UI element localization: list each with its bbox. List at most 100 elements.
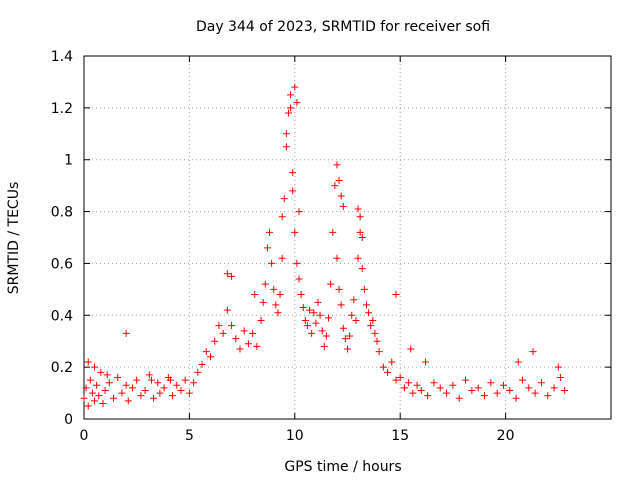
- data-point: [318, 327, 326, 335]
- data-point: [462, 376, 470, 384]
- data-point: [160, 384, 168, 392]
- data-point: [312, 319, 320, 327]
- data-point: [84, 402, 92, 410]
- data-point: [352, 316, 360, 324]
- data-point: [550, 384, 558, 392]
- data-point: [266, 228, 274, 236]
- data-point: [293, 99, 301, 107]
- data-point: [145, 371, 153, 379]
- data-point: [337, 192, 345, 200]
- data-point: [529, 348, 537, 356]
- data-point: [169, 392, 177, 400]
- data-point: [379, 363, 387, 371]
- data-point: [409, 389, 417, 397]
- data-point: [251, 291, 259, 299]
- data-point: [371, 329, 379, 337]
- data-point: [329, 228, 337, 236]
- data-point: [331, 182, 339, 190]
- data-point: [124, 397, 132, 405]
- data-point: [421, 358, 429, 366]
- y-tick-label: 1.2: [51, 101, 73, 117]
- data-point: [333, 254, 341, 262]
- data-point: [263, 244, 271, 252]
- data-point: [198, 361, 206, 369]
- data-point: [293, 259, 301, 267]
- data-point: [91, 363, 99, 371]
- data-point: [339, 324, 347, 332]
- data-point: [133, 376, 141, 384]
- data-point: [287, 104, 295, 112]
- data-point: [303, 322, 311, 330]
- data-point: [190, 379, 198, 387]
- data-point: [80, 394, 88, 402]
- data-point: [443, 389, 451, 397]
- data-point: [240, 327, 248, 335]
- data-point: [284, 109, 292, 117]
- data-point: [474, 384, 482, 392]
- grid-lines: [84, 56, 611, 419]
- data-point: [122, 381, 130, 389]
- data-point: [88, 389, 96, 397]
- data-point: [118, 389, 126, 397]
- data-point: [289, 169, 297, 177]
- data-point: [436, 384, 444, 392]
- data-point: [215, 322, 223, 330]
- data-point: [333, 161, 341, 169]
- data-point: [268, 259, 276, 267]
- data-point: [103, 371, 111, 379]
- data-point: [362, 301, 370, 309]
- data-point: [316, 311, 324, 319]
- data-point: [449, 381, 457, 389]
- x-tick-label: 5: [185, 428, 194, 444]
- data-point: [280, 195, 288, 203]
- data-point: [493, 389, 501, 397]
- x-tick-label: 20: [497, 428, 515, 444]
- data-point: [367, 322, 375, 330]
- data-point: [358, 234, 366, 241]
- data-point: [253, 342, 261, 350]
- data-point: [350, 296, 358, 304]
- data-point: [244, 340, 252, 348]
- data-point: [314, 298, 322, 306]
- data-point: [561, 386, 569, 394]
- data-point: [335, 285, 343, 293]
- data-point: [407, 345, 415, 353]
- data-point: [417, 386, 425, 394]
- data-point: [249, 329, 257, 337]
- x-tick-label: 15: [391, 428, 409, 444]
- data-point: [223, 270, 231, 278]
- data-point: [278, 254, 286, 262]
- data-point: [544, 392, 552, 400]
- data-point: [365, 309, 373, 317]
- data-point: [223, 306, 231, 314]
- data-point: [297, 291, 305, 299]
- y-axis-label: SRMTID / TECUs: [6, 182, 22, 295]
- data-point: [261, 280, 269, 288]
- data-point: [339, 202, 347, 210]
- data-point: [556, 374, 564, 382]
- data-point: [84, 358, 92, 366]
- y-tick-label: 0.4: [51, 308, 73, 324]
- plot-frame: [83, 55, 612, 420]
- axis-ticks: 0 5 10 15 20 0 0.2 0.4 0.6 0.8 1 1.2 1.4: [51, 49, 611, 444]
- data-point: [306, 306, 314, 314]
- data-point: [518, 376, 526, 384]
- data-point: [101, 386, 109, 394]
- y-tick-label: 1.4: [51, 49, 73, 65]
- data-point: [93, 381, 101, 389]
- data-point: [276, 291, 284, 299]
- data-point: [430, 379, 438, 387]
- data-point: [400, 384, 408, 392]
- data-point: [236, 345, 244, 353]
- data-point: [369, 316, 377, 324]
- chart-title: Day 344 of 2023, SRMTID for receiver sof…: [196, 19, 490, 35]
- data-point: [291, 228, 299, 236]
- data-point: [354, 254, 362, 262]
- data-point: [308, 329, 316, 337]
- data-point: [128, 384, 136, 392]
- data-point: [270, 285, 278, 293]
- data-point: [512, 394, 520, 402]
- data-point: [325, 314, 333, 322]
- data-point: [228, 272, 236, 280]
